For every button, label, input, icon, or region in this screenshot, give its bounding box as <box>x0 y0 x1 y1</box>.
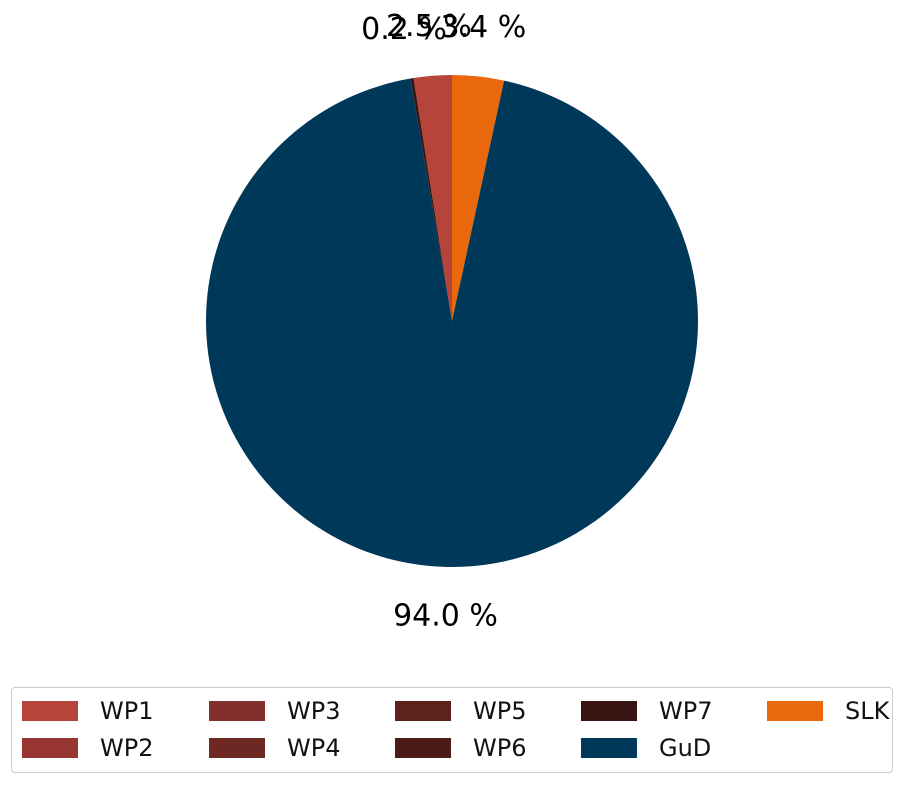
pie-slices <box>206 75 699 568</box>
pie-percent-labels: 3.4 % 94.0 % 0.2 %2.5 % <box>361 9 526 633</box>
legend-label: WP1 <box>100 697 154 725</box>
legend-swatch <box>395 738 451 758</box>
pie-slice-wp7 <box>410 78 452 321</box>
legend-label: WP5 <box>473 697 527 725</box>
legend-label: GuD <box>659 734 712 762</box>
pie-slice-gud <box>206 78 699 568</box>
pie-slice-slk <box>452 75 505 321</box>
legend-swatch <box>581 738 637 758</box>
legend-label: WP6 <box>473 734 527 762</box>
legend-item-slk: SLK <box>767 697 889 725</box>
legend-item-wp3: WP3 <box>209 697 340 725</box>
legend-swatch <box>22 738 78 758</box>
legend-swatch <box>395 701 451 721</box>
legend-label: SLK <box>845 697 890 725</box>
legend-item-wp5: WP5 <box>395 697 526 725</box>
legend-label: WP2 <box>100 734 154 762</box>
legend-item-wp1: WP1 <box>22 697 153 725</box>
legend-swatch <box>767 701 823 721</box>
legend: WP1 WP2 WP3 WP4 WP5 WP6 WP7 GuD SLK <box>11 687 893 773</box>
legend-swatch <box>209 701 265 721</box>
legend-item-wp2: WP2 <box>22 734 153 762</box>
pie-label-gud: 94.0 % <box>393 599 498 634</box>
legend-swatch <box>22 701 78 721</box>
legend-item-wp4: WP4 <box>209 734 340 762</box>
legend-label: WP3 <box>287 697 341 725</box>
legend-label: WP7 <box>659 697 713 725</box>
legend-item-wp7: WP7 <box>581 697 712 725</box>
pie-chart: 3.4 % 94.0 % 0.2 %2.5 % <box>206 9 699 634</box>
pie-label-wp7: 0.2 % <box>361 12 447 47</box>
legend-swatch <box>581 701 637 721</box>
pie-slice-wp1 <box>413 75 452 321</box>
legend-label: WP4 <box>287 734 341 762</box>
pie-label-wp1: 2.5 % <box>386 9 472 44</box>
pie-label-slk: 3.4 % <box>441 10 527 45</box>
legend-item-gud: GuD <box>581 734 711 762</box>
legend-swatch <box>209 738 265 758</box>
legend-item-wp6: WP6 <box>395 734 526 762</box>
